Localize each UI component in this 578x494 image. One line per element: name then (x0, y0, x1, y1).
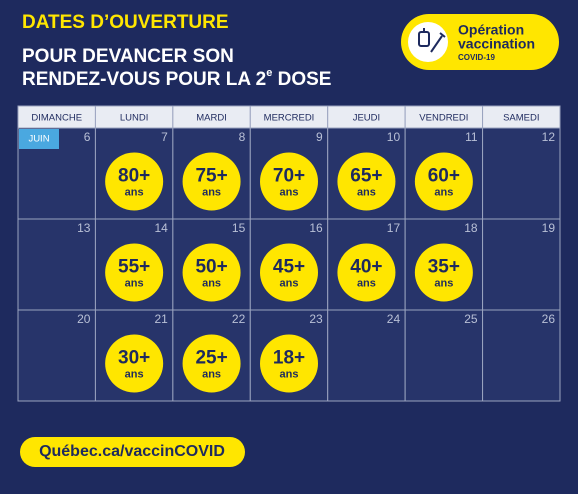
age-circle (260, 152, 318, 211)
age-label: 45+ (273, 257, 305, 278)
weekday-label: MARDI (196, 113, 227, 124)
age-label: 60+ (428, 166, 460, 187)
day-number: 8 (239, 130, 246, 144)
day-number: 12 (542, 130, 556, 144)
day-number: 9 (316, 130, 323, 144)
day-cell (327, 309, 406, 402)
age-circle (105, 243, 164, 302)
day-cell (17, 309, 96, 402)
day-cell (482, 218, 561, 311)
badge-text: Opération (458, 22, 524, 38)
day-number: 11 (465, 130, 478, 144)
age-label: 55+ (118, 257, 150, 278)
month-label: JUIN (28, 134, 49, 145)
age-circle (414, 152, 473, 211)
age-unit: ans (434, 186, 453, 198)
day-number: 25 (464, 312, 478, 326)
age-label: 40+ (350, 257, 382, 278)
age-unit: ans (434, 277, 453, 289)
age-label: 50+ (195, 257, 227, 278)
day-number: 17 (387, 221, 401, 235)
age-label: 75+ (195, 166, 227, 187)
day-number: 7 (161, 130, 168, 144)
weekday-label: JEUDI (353, 113, 380, 124)
age-unit: ans (202, 277, 221, 289)
day-number: 18 (464, 221, 478, 235)
age-label: 30+ (118, 348, 150, 369)
calendar: DIMANCHE LUNDI MARDI MERCREDI JEUDI VENDREDI S… (17, 105, 561, 402)
link-text[interactable]: Québec.ca/vaccinCOVID (39, 443, 225, 460)
age-circle (182, 334, 241, 393)
weekday-label: SAMEDI (503, 113, 539, 124)
age-unit: ans (202, 186, 221, 198)
day-number: 23 (309, 312, 323, 326)
age-circle (105, 334, 164, 393)
day-cell (404, 309, 484, 402)
footer-link[interactable]: Québec.ca/vaccinCOVID (20, 437, 245, 467)
age-unit: ans (125, 368, 144, 380)
subtitle-part: DOSE (272, 69, 331, 90)
age-label: 35+ (428, 257, 460, 278)
age-unit: ans (125, 186, 144, 198)
age-label: 18+ (273, 348, 305, 369)
day-cell (17, 218, 96, 311)
age-unit: ans (125, 277, 144, 289)
badge: Opération vaccination COVID-19 (401, 14, 559, 70)
day-number: 24 (387, 312, 401, 326)
subtitle-line: RENDEZ-VOUS POUR LA 2e DOSE (22, 67, 331, 90)
day-cell (482, 309, 561, 402)
age-circle (182, 152, 241, 211)
day-number: 14 (154, 221, 168, 235)
age-circle (337, 152, 396, 211)
day-number: 6 (84, 130, 91, 144)
age-circle (414, 243, 473, 302)
day-number: 13 (77, 221, 91, 235)
weekday-label: DIMANCHE (31, 113, 82, 124)
day-number: 15 (232, 221, 246, 235)
age-circle (105, 152, 164, 211)
day-number: 20 (77, 312, 91, 326)
subtitle-line: POUR DEVANCER SON (22, 46, 234, 67)
age-label: 80+ (118, 166, 150, 187)
weekday-label: MERCREDI (264, 113, 315, 124)
age-unit: ans (357, 277, 376, 289)
month-tag (19, 129, 59, 149)
age-unit: ans (280, 186, 299, 198)
weekday-label: LUNDI (120, 113, 149, 124)
age-label: 65+ (350, 166, 382, 187)
day-cell (482, 127, 561, 220)
age-circle (260, 243, 318, 302)
day-number: 21 (154, 312, 168, 326)
age-unit: ans (202, 368, 221, 380)
weekday-label: VENDREDI (419, 113, 468, 124)
day-number: 26 (542, 312, 556, 326)
age-unit: ans (280, 368, 299, 380)
link-pill[interactable] (20, 437, 245, 467)
superscript: e (266, 67, 272, 79)
day-number: 19 (542, 221, 556, 235)
day-number: 22 (232, 312, 246, 326)
age-label: 70+ (273, 166, 305, 187)
title: DATES D’OUVERTURE (22, 12, 229, 33)
subtitle-part: RENDEZ-VOUS POUR LA 2 (22, 69, 266, 90)
badge-text: COVID-19 (458, 53, 495, 62)
day-number: 10 (387, 130, 401, 144)
age-circle (337, 243, 396, 302)
age-unit: ans (280, 277, 299, 289)
day-number: 16 (309, 221, 323, 235)
age-unit: ans (357, 186, 376, 198)
age-label: 25+ (195, 348, 227, 369)
syringe-icon (418, 28, 446, 53)
age-circle (260, 334, 318, 393)
badge-text: vaccination (458, 36, 535, 52)
age-circle (182, 243, 241, 302)
